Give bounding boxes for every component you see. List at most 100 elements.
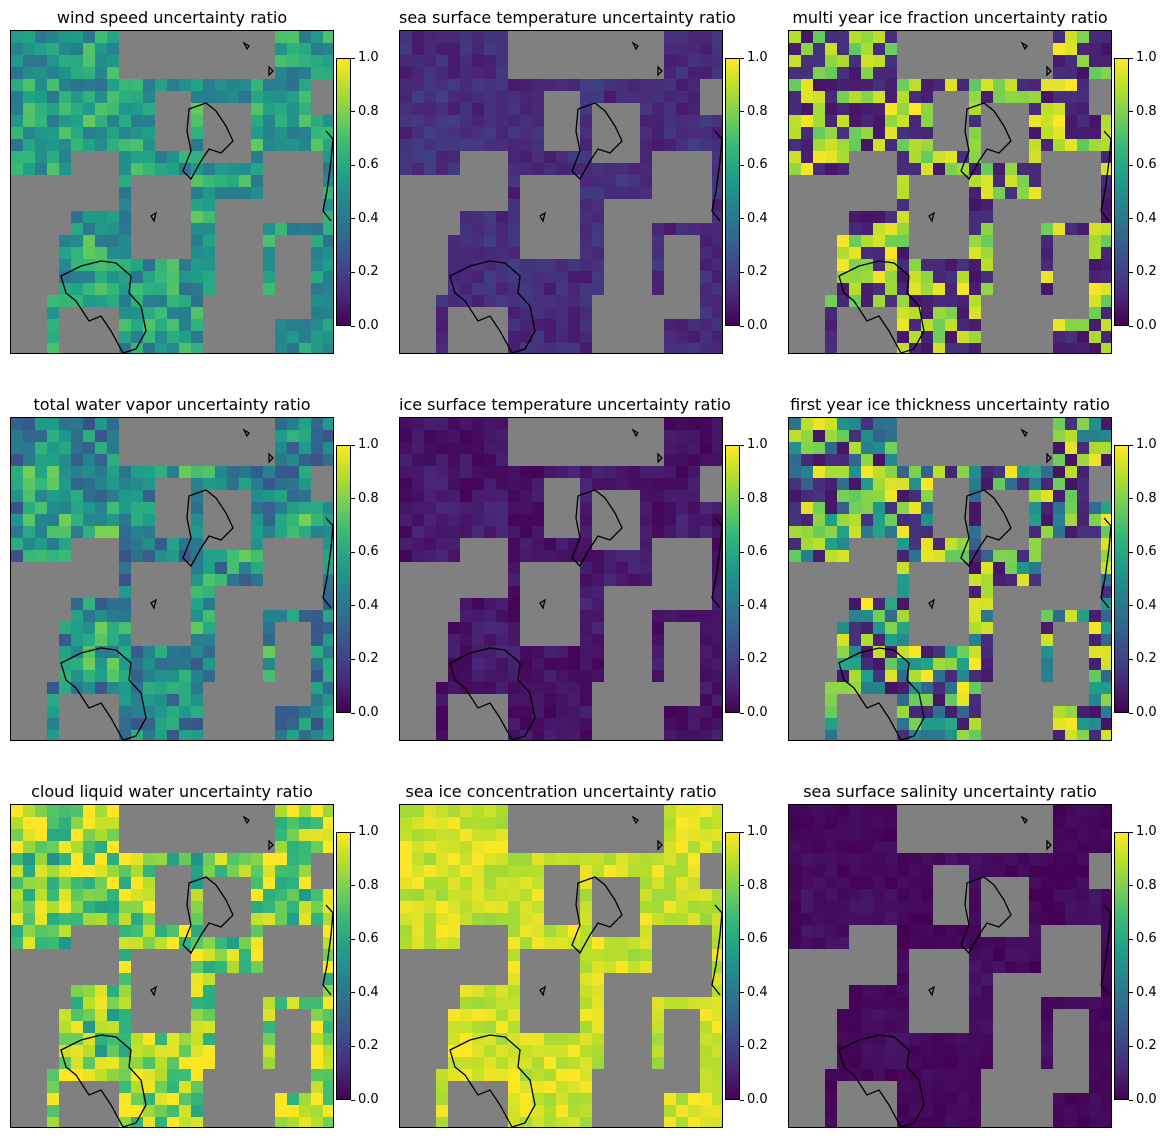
heatmap-cell <box>35 817 48 830</box>
heatmap-cell <box>921 502 934 515</box>
heatmap-cell <box>59 853 72 866</box>
heatmap-cell <box>568 295 581 308</box>
heatmap-cell <box>837 115 850 128</box>
heatmap-cell <box>933 271 946 284</box>
heatmap-cell <box>119 115 132 128</box>
heatmap-cell <box>1065 490 1078 503</box>
heatmap-cell <box>412 55 425 68</box>
heatmap-cell <box>849 79 862 92</box>
heatmap-cell <box>580 670 593 683</box>
heatmap-cell <box>323 610 333 623</box>
heatmap-cell <box>263 889 276 902</box>
heatmap-cell <box>23 43 36 56</box>
heatmap-cell <box>251 937 264 950</box>
heatmap-cell <box>676 466 689 479</box>
heatmap-cell <box>23 163 36 176</box>
heatmap-cell <box>71 67 84 80</box>
heatmap-cell <box>191 949 204 962</box>
heatmap-cell <box>544 694 557 707</box>
masked-region <box>813 562 849 622</box>
heatmap-cell <box>323 538 333 551</box>
heatmap-cell <box>849 103 862 116</box>
heatmap-cell <box>484 442 497 455</box>
heatmap-cell <box>1053 223 1066 236</box>
colorbar-tick <box>740 218 744 220</box>
heatmap-cell <box>143 466 156 479</box>
heatmap-cell <box>1077 91 1090 104</box>
heatmap-cell <box>945 670 958 683</box>
heatmap-cell <box>700 658 713 671</box>
heatmap-cell <box>460 466 473 479</box>
heatmap-cell <box>287 853 300 866</box>
heatmap-cell <box>71 442 84 455</box>
heatmap-cell <box>191 247 204 260</box>
heatmap-cell <box>873 295 886 308</box>
heatmap-cell <box>556 307 569 320</box>
heatmap-cell <box>981 658 994 671</box>
heatmap-cell <box>532 514 545 527</box>
heatmap-cell <box>23 550 36 563</box>
colorbar-tick <box>351 57 355 59</box>
heatmap-cell <box>436 442 449 455</box>
heatmap-cell <box>616 466 629 479</box>
heatmap-cell <box>813 43 826 56</box>
heatmap-cell <box>472 211 485 224</box>
heatmap-cell <box>23 937 36 950</box>
heatmap-cell <box>460 682 473 695</box>
heatmap-cell <box>520 730 533 740</box>
colorbar-tick <box>351 164 355 166</box>
heatmap-cell <box>568 658 581 671</box>
heatmap-cell <box>251 103 264 116</box>
masked-region <box>203 295 275 353</box>
heatmap-cell <box>712 271 722 284</box>
heatmap-cell <box>496 610 509 623</box>
heatmap-cell <box>568 694 581 707</box>
heatmap-cell <box>813 91 826 104</box>
heatmap-cell <box>143 853 156 866</box>
heatmap-cell <box>263 646 276 659</box>
heatmap-cell <box>1029 139 1042 152</box>
heatmap-cell <box>107 31 120 44</box>
heatmap-cell <box>47 103 60 116</box>
coastline <box>657 452 663 464</box>
heatmap-cell <box>508 343 521 353</box>
heatmap-cell <box>59 79 72 92</box>
heatmap-cell <box>568 538 581 551</box>
heatmap-cell <box>532 550 545 563</box>
heatmap-cell <box>580 586 593 599</box>
heatmap-cell <box>849 43 862 56</box>
heatmap-cell <box>412 466 425 479</box>
heatmap-cell <box>23 829 36 842</box>
heatmap-cell <box>95 865 108 878</box>
heatmap-cell <box>472 430 485 443</box>
masked-region <box>592 103 640 163</box>
heatmap-cell <box>460 283 473 296</box>
heatmap-cell <box>275 139 288 152</box>
heatmap-cell <box>131 694 144 707</box>
heatmap-cell <box>83 466 96 479</box>
heatmap-cell <box>119 949 132 962</box>
heatmap-cell <box>107 55 120 68</box>
heatmap-cell <box>95 805 108 818</box>
heatmap-cell <box>532 115 545 128</box>
heatmap-cell <box>676 319 689 332</box>
heatmap-cell <box>436 538 449 551</box>
heatmap-cell <box>227 550 240 563</box>
heatmap-cell <box>789 514 802 527</box>
heatmap-cell <box>969 610 982 623</box>
heatmap-cell <box>1077 718 1090 731</box>
heatmap-cell <box>909 307 922 320</box>
heatmap-cell <box>652 502 665 515</box>
heatmap-cell <box>993 175 1006 188</box>
heatmap-cell <box>700 502 713 515</box>
heatmap-cell <box>897 247 910 260</box>
heatmap-cell <box>1041 622 1054 635</box>
heatmap-cell <box>837 466 850 479</box>
heatmap-cell <box>311 259 324 272</box>
heatmap-cell <box>47 307 60 320</box>
heatmap-cell <box>11 115 24 128</box>
heatmap-cell <box>1041 103 1054 116</box>
colorbar-tick <box>1129 164 1133 166</box>
heatmap-cell <box>801 550 814 563</box>
heatmap-cell <box>837 55 850 68</box>
